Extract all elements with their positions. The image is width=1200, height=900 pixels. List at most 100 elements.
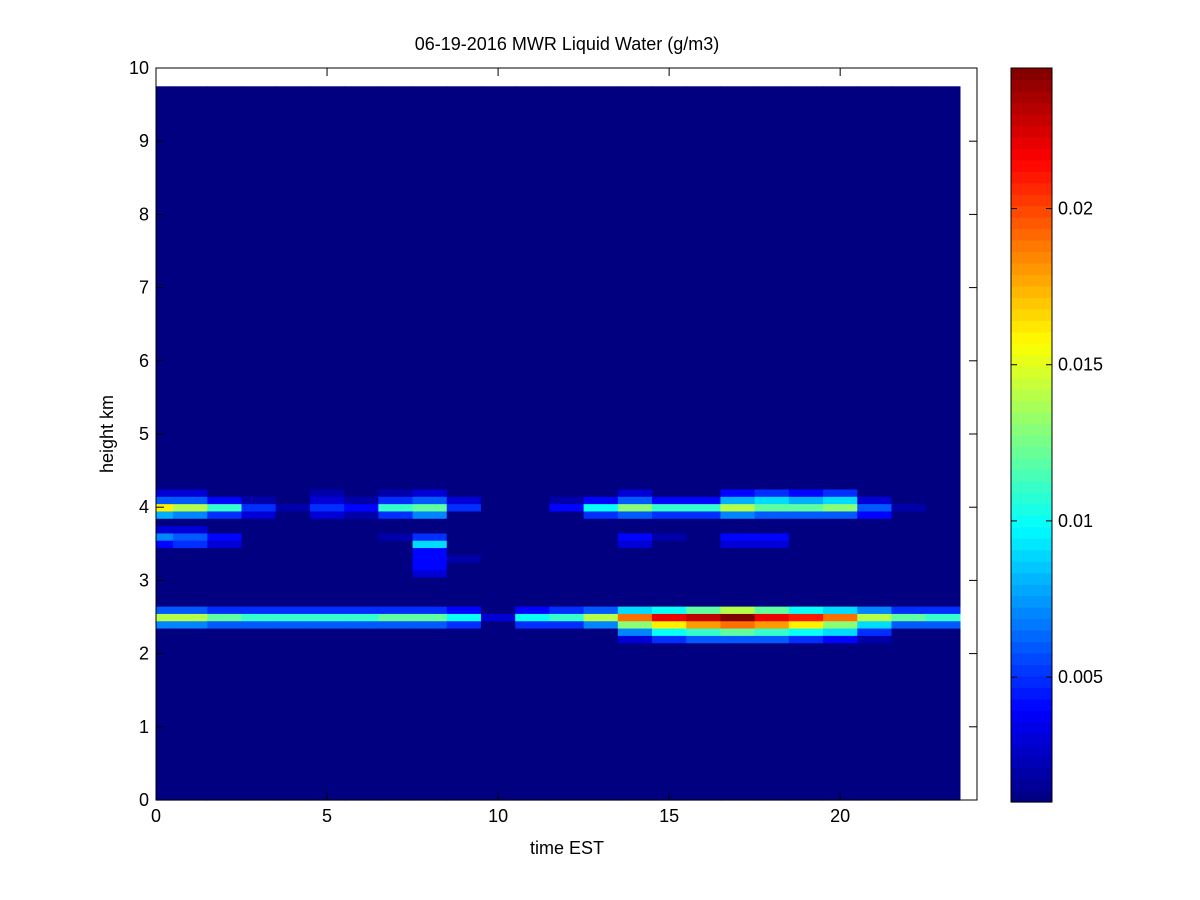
heatmap-cell [788,342,824,380]
x-axis: 0 5 10 15 20 [151,68,850,826]
heatmap-cell [891,642,927,655]
heatmap-cell [788,305,824,344]
heatmap-cell [241,305,277,344]
heatmap-cell [857,668,893,684]
heatmap-cell [309,474,345,483]
colorbar-swatch [1011,687,1052,700]
heatmap-cell [549,712,585,728]
heatmap-cell [480,496,516,505]
heatmap-cell [344,86,379,124]
heatmap-cell [823,525,858,534]
heatmap-cell [617,682,653,699]
heatmap-cell [925,122,961,161]
heatmap-cell [857,488,893,497]
heatmap-cell [925,232,961,270]
heatmap-cell [207,576,243,585]
heatmap-cell [823,620,858,629]
heatmap-cell [720,770,756,786]
heatmap-cell [754,785,790,801]
heatmap-cell [686,122,722,161]
heatmap-cell [275,540,311,549]
heatmap-cell [549,613,585,622]
heatmap-cell [412,232,448,270]
heatmap-cell [925,613,961,622]
heatmap-cell [378,547,414,556]
heatmap-cell [925,642,961,655]
heatmap-cell [549,342,585,380]
heatmap-cell [241,562,277,571]
heatmap-cell [686,463,722,475]
heatmap-cell [241,682,277,699]
heatmap-cell [241,532,277,541]
heatmap-cell [207,591,243,600]
heatmap-cell [925,627,961,636]
heatmap-cell [378,488,414,497]
heatmap-cell [549,86,585,124]
heatmap-cell [549,598,585,607]
heatmap-cell [156,668,174,684]
heatmap-cell [173,463,208,475]
heatmap-cell [549,726,585,743]
heatmap-cell [344,635,379,644]
heatmap-cell [446,770,482,786]
heatmap-cell [275,232,311,270]
heatmap-cell [241,540,277,549]
heatmap-cell [857,122,893,161]
heatmap-cell [891,682,927,699]
heatmap-cell [925,569,961,578]
colorbar-swatch [1011,148,1052,161]
heatmap-cell [583,613,619,622]
heatmap-cell [788,697,824,713]
heatmap-cell [309,726,345,743]
heatmap-cell [344,474,379,483]
heatmap-cell [156,474,174,483]
heatmap-cell [446,474,482,483]
heatmap-cell [156,196,174,234]
heatmap-cell [686,726,722,743]
heatmap-cell [207,627,243,636]
heatmap-cell [652,510,687,519]
heatmap-cell [275,756,311,772]
heatmap-cell [549,741,585,757]
heatmap-cell [446,606,482,614]
heatmap-cell [173,444,208,464]
heatmap-cell [173,232,208,270]
heatmap-cell [549,697,585,713]
heatmap-cell [754,712,790,728]
heatmap-cell [515,584,550,592]
heatmap-cell [583,642,619,655]
heatmap-cell [720,756,756,772]
heatmap-cell [788,547,824,556]
heatmap-cell [823,540,858,549]
heatmap-cell [583,525,619,534]
heatmap-cell [583,503,619,512]
heatmap-cell [412,518,448,527]
heatmap-cell [480,518,516,527]
heatmap-cell [686,642,722,655]
heatmap-cell [617,569,653,578]
heatmap-cell [788,532,824,541]
heatmap-cell [583,510,619,519]
heatmap-cell [344,668,379,684]
heatmap-cell [720,496,756,505]
heatmap-cell [241,598,277,607]
heatmap-cell [925,598,961,607]
heatmap-cell [788,785,824,801]
heatmap-cell [207,635,243,644]
heatmap-cell [378,196,414,234]
heatmap-cell [788,496,824,505]
heatmap-cell [617,86,653,124]
heatmap-cell [857,697,893,713]
heatmap-cell [275,379,311,417]
heatmap-cell [275,569,311,578]
heatmap-cell [617,697,653,713]
heatmap-cell [378,785,414,801]
heatmap-cell [241,547,277,556]
heatmap-cell [549,642,585,655]
heatmap-cell [652,474,687,483]
heatmap-cell [344,620,379,629]
heatmap-cell [652,584,687,592]
heatmap-cell [275,86,311,124]
heatmap-cell [480,635,516,644]
y-tick-label: 3 [139,570,149,590]
